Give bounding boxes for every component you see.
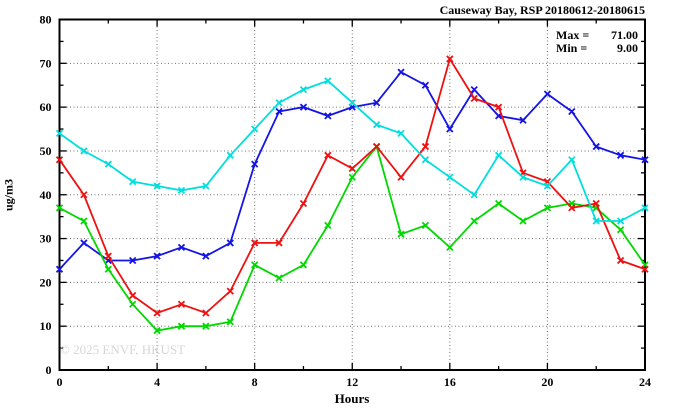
y-tick-label: 30 [40,232,52,246]
y-tick-label: 60 [40,100,52,114]
y-tick-label: 70 [40,56,52,70]
x-tick-label: 8 [252,375,258,389]
y-tick-label: 20 [40,275,52,289]
y-tick-label: 50 [40,144,52,158]
series-cyan-markers [55,77,649,225]
legend-min-row: Min = 9.00 [556,42,638,55]
series-blue [55,68,649,273]
x-tick-label: 4 [154,375,160,389]
y-tick-label: 40 [40,188,52,202]
series-red [55,55,649,317]
series-blue-markers [55,68,649,273]
y-tick-label: 0 [46,363,52,377]
legend-min-label: Min = [556,41,588,55]
legend: Max = 71.00 Min = 9.00 [556,29,638,55]
x-tick-label: 12 [346,375,358,389]
plot-border [58,18,646,371]
gridlines [59,19,645,370]
legend-max-value: 71.00 [611,28,638,42]
x-tick-label: 0 [57,375,63,389]
tick-labels: 0 10 20 30 40 50 60 70 80 0 4 8 12 16 20 24 [40,13,652,390]
x-tick-label: 16 [444,375,456,389]
series-red-markers [55,55,649,317]
chart-title: Causeway Bay, RSP 20180612-20180615 [439,3,645,17]
watermark: © 2025 ENVF, HKUST [60,342,186,357]
y-tick-label: 10 [40,319,52,333]
y-tick-label: 80 [40,13,52,27]
x-axis-label: Hours [334,391,370,406]
series-cyan [55,77,649,225]
legend-max-row: Max = 71.00 [556,29,638,42]
legend-min-value: 9.00 [617,41,638,55]
x-tick-label: 24 [639,375,651,389]
x-tick-label: 20 [541,375,553,389]
legend-max-label: Max = [556,28,590,42]
